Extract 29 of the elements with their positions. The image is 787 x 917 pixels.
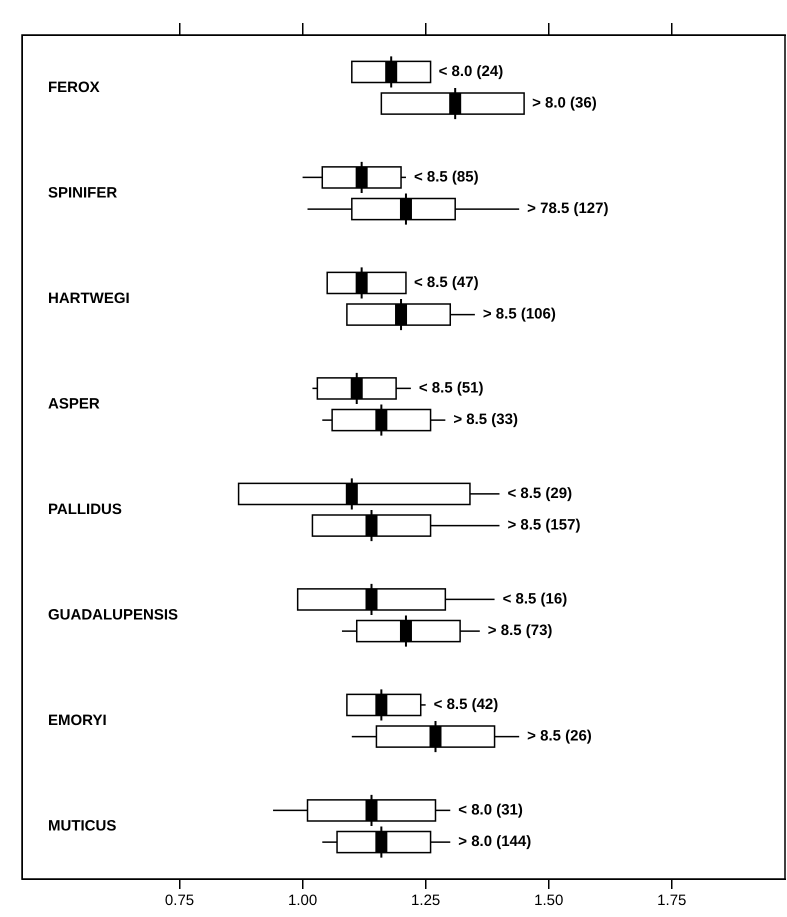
x-tick-label: 0.75 bbox=[164, 892, 194, 910]
y-tick-label: ASPER bbox=[48, 395, 100, 412]
x-tick-label: 1.25 bbox=[411, 892, 440, 910]
y-tick-label: GUADALUPENSIS bbox=[48, 606, 178, 624]
text: < 8.5 (16) bbox=[502, 590, 568, 608]
y-tick-label: MUTICUS bbox=[48, 817, 116, 834]
text: < 8.5 (42) bbox=[434, 696, 498, 714]
y-tick-label: SPINIFER bbox=[48, 184, 118, 202]
y-tick-label: EMORYI bbox=[48, 712, 107, 729]
text: < 8.5 (47) bbox=[414, 274, 479, 292]
text: > 8.0 (36) bbox=[532, 94, 597, 112]
text: > 8.5 (33) bbox=[453, 411, 518, 428]
x-tick-label: 1.50 bbox=[534, 892, 564, 910]
y-tick-label: FEROX bbox=[48, 78, 100, 96]
text: < 8.5 (29) bbox=[507, 485, 572, 502]
text: > 8.0 (144) bbox=[458, 833, 532, 850]
y-tick-label: PALLIDUS bbox=[48, 500, 122, 518]
text: < 8.0 (24) bbox=[438, 63, 504, 80]
x-tick-label: 1.75 bbox=[657, 892, 686, 910]
text: < 8.5 (51) bbox=[418, 380, 484, 397]
y-tick-label: HARTWEGI bbox=[48, 290, 130, 307]
text: > 8.5 (106) bbox=[482, 306, 556, 323]
x-tick-label: 1.00 bbox=[288, 892, 318, 910]
text: < 8.0 (31) bbox=[458, 802, 523, 819]
text: > 78.5 (127) bbox=[527, 200, 608, 218]
text: < 8.5 (85) bbox=[414, 168, 479, 186]
text: > 8.5 (73) bbox=[488, 622, 552, 640]
text: > 8.5 (26) bbox=[527, 728, 592, 745]
text: > 8.5 (157) bbox=[507, 516, 580, 534]
